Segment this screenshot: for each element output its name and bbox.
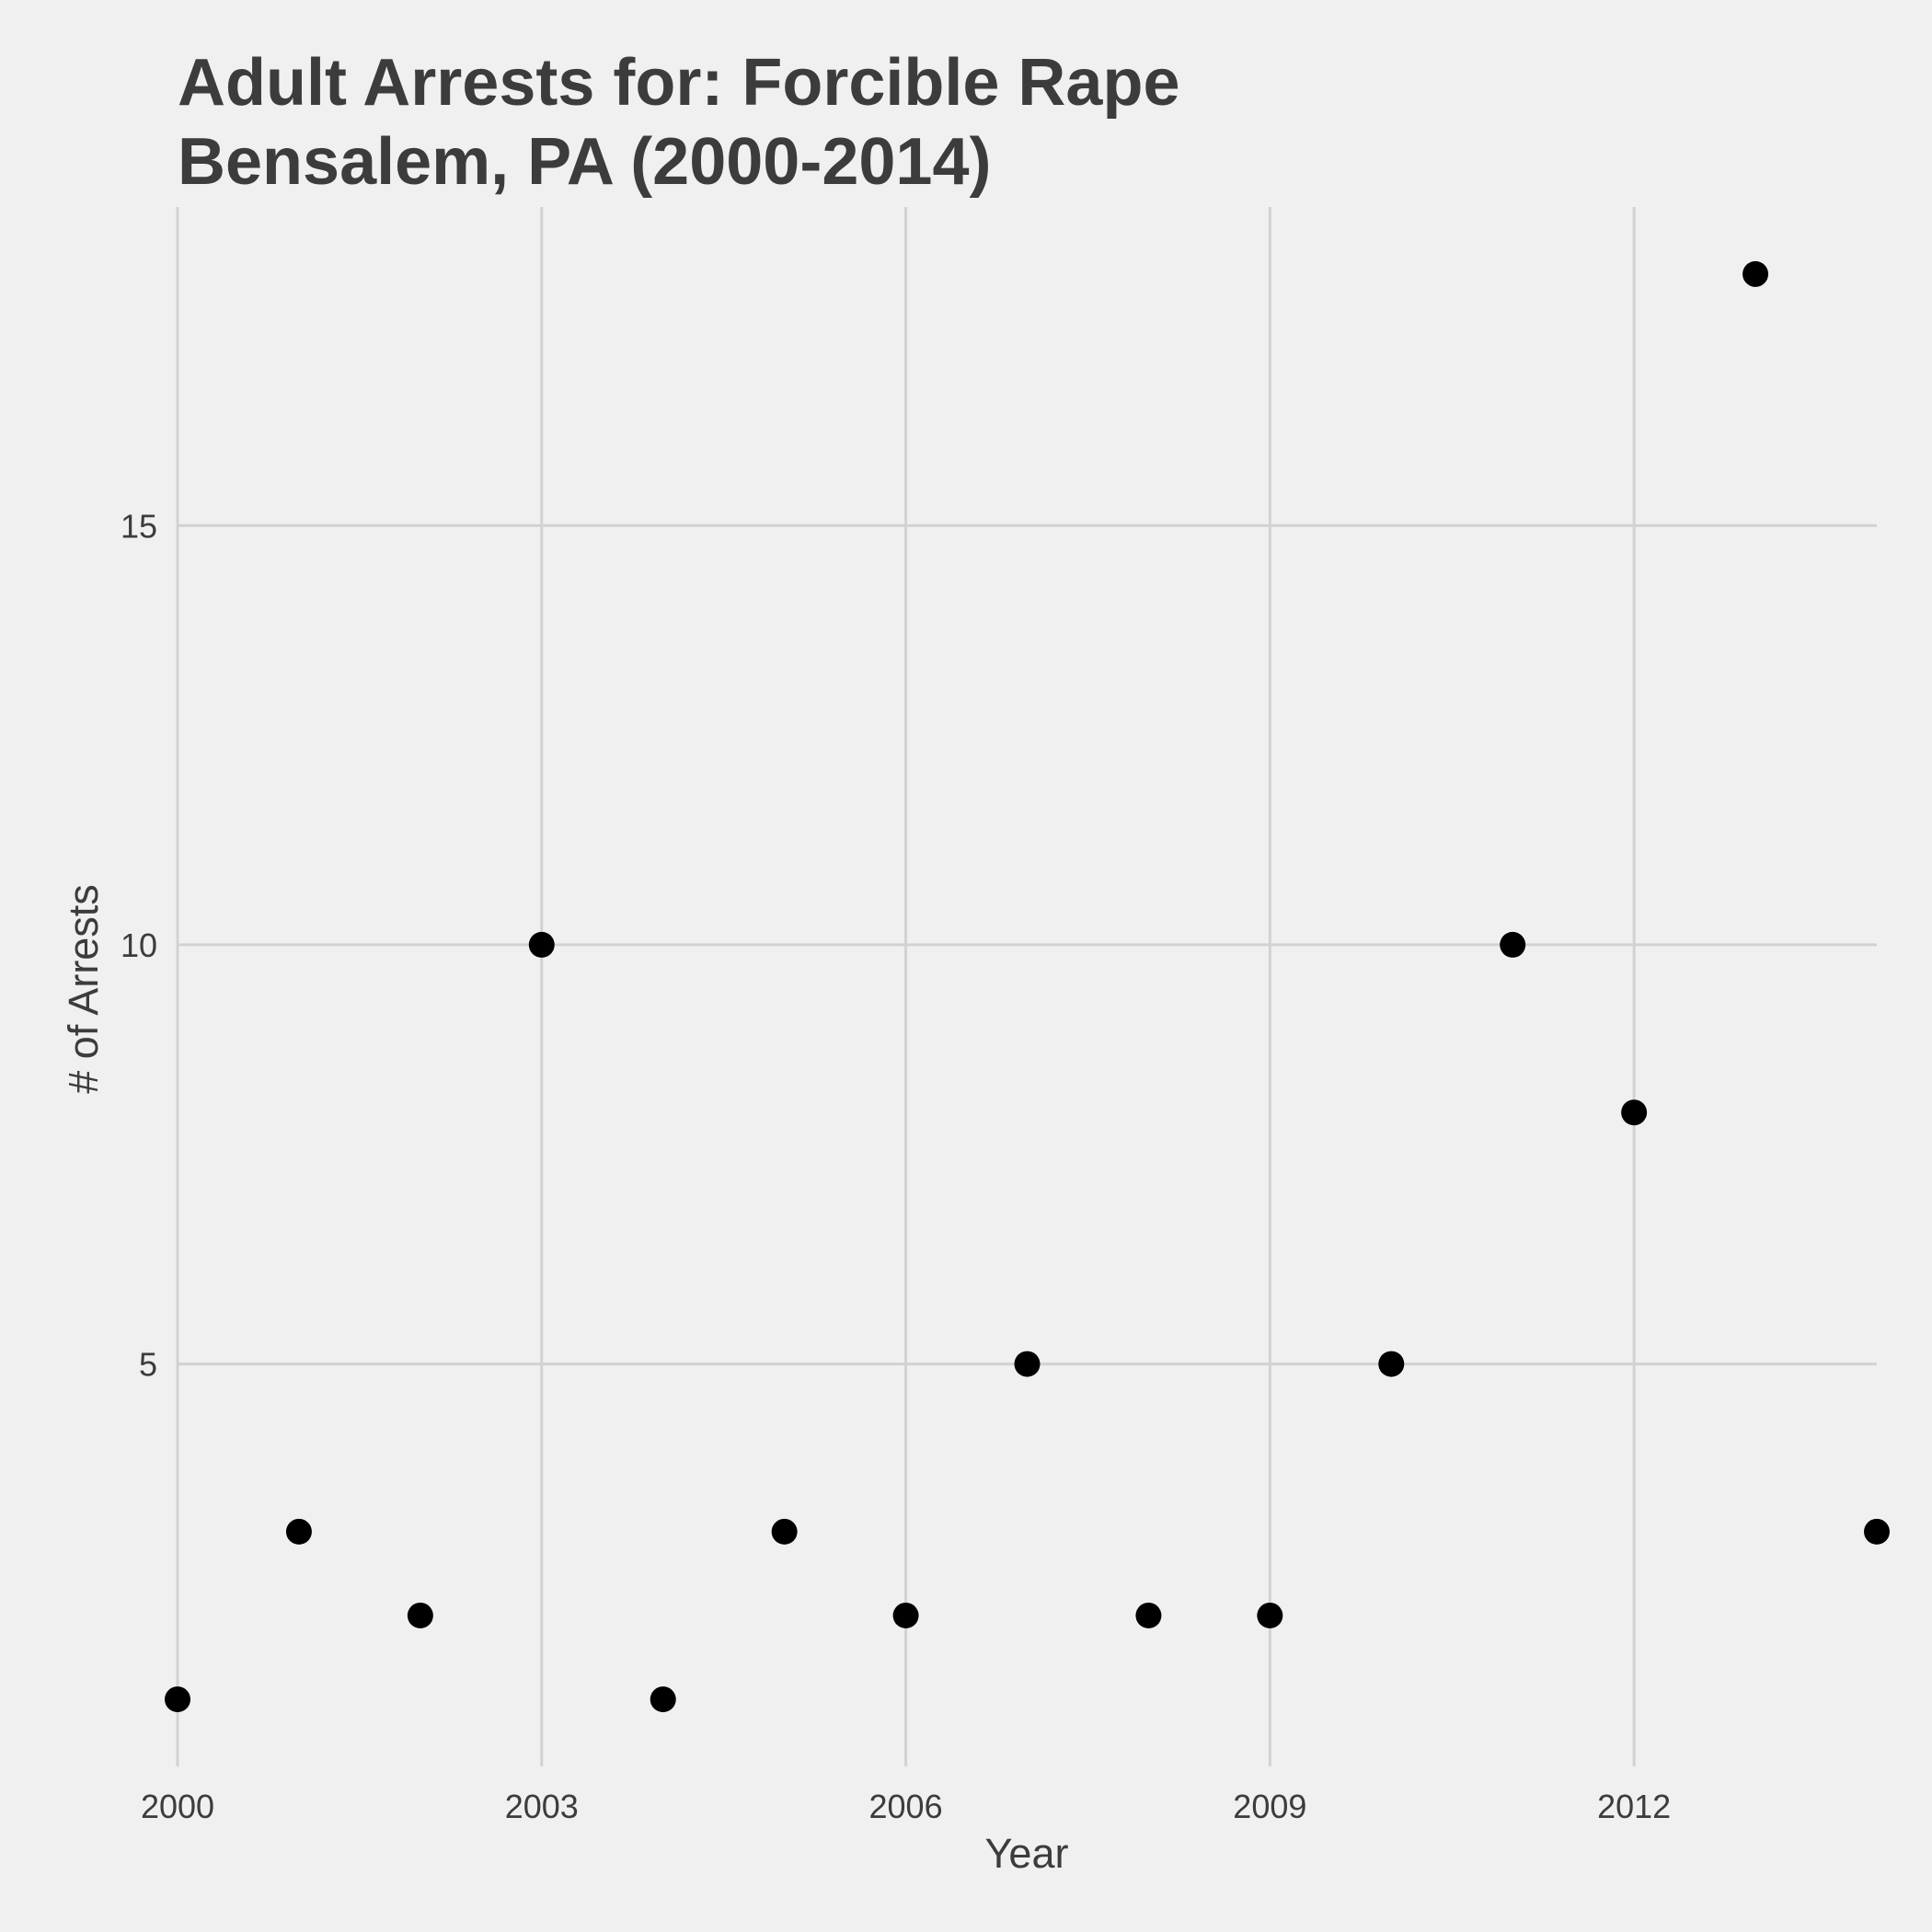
data-point [1864,1518,1890,1545]
chart-title-line-1: Adult Arrests for: Forcible Rape [178,46,1180,120]
x-axis-tick-labels: 2000 2003 2006 2009 2012 [141,1788,1671,1825]
y-tick-label: 10 [121,926,157,964]
x-tick-label: 2009 [1233,1788,1306,1825]
data-point [1500,931,1526,958]
y-tick-label: 15 [121,507,157,545]
data-point [892,1602,919,1628]
data-point [1742,260,1769,287]
data-point [771,1518,798,1545]
data-point [165,1686,190,1713]
x-tick-label: 2006 [869,1788,943,1825]
grid-lines [176,207,1877,1766]
data-point [1014,1351,1041,1377]
x-axis-title: Year [985,1830,1069,1877]
data-point [528,931,555,958]
data-point [1135,1602,1162,1628]
x-tick-label: 2012 [1597,1788,1671,1825]
y-axis-title: # of Arrests [60,884,107,1094]
data-point [1257,1602,1283,1628]
y-tick-label: 5 [139,1346,157,1384]
data-point [1621,1099,1648,1126]
data-point [285,1518,312,1545]
y-axis-tick-labels: 5 10 15 [121,507,157,1383]
x-tick-label: 2003 [505,1788,579,1825]
chart-title-line-2: Bensalem, PA (2000-2014) [178,125,991,199]
data-point [1378,1351,1405,1377]
chart-title: Adult Arrests for: Forcible Rape Bensale… [178,46,1180,199]
data-point [650,1686,676,1713]
x-tick-label: 2000 [141,1788,214,1825]
data-point [407,1602,433,1628]
data-points [165,260,1890,1713]
